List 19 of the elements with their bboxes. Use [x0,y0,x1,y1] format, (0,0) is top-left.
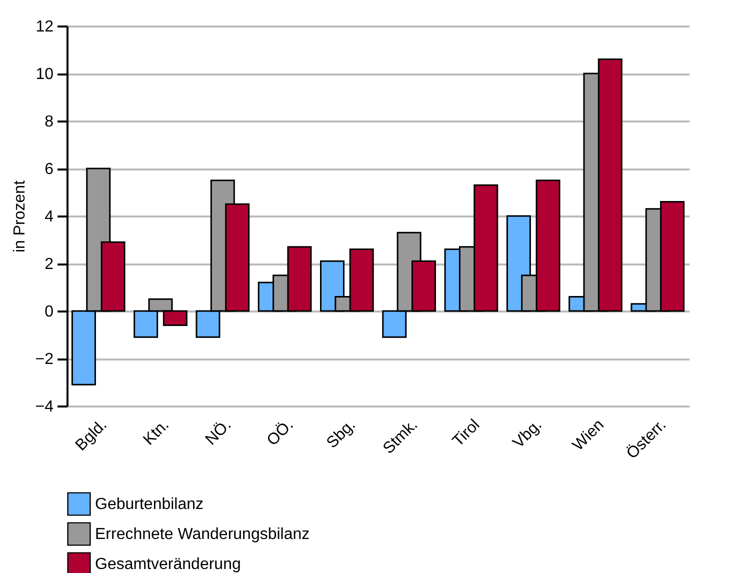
y-tick-label: 12 [36,18,54,36]
legend-label: Geburtenbilanz [95,496,204,513]
legend-label: Gesamtveränderung [95,556,241,573]
legend-label: Errechnete Wanderungsbilanz [95,526,310,543]
x-tick-label: NÖ. [202,416,235,449]
y-tick-label: 6 [44,161,54,178]
y-tick-label: 4 [44,208,54,226]
x-tick-label: Ktn. [140,416,173,449]
x-tick-label: Vbg. [510,416,546,452]
y-tick-label: 8 [44,114,54,130]
x-tick-label: Sbg. [324,416,359,452]
y-tick-label: −2 [35,351,54,368]
x-tick-label: OÖ. [263,416,297,450]
y-tick-label: −4 [35,398,54,416]
y-tick-label: 2 [44,256,54,273]
x-tick-label: Tirol [450,416,484,450]
y-tick-label: 0 [44,304,54,320]
y-axis-title: in Prozent [11,180,28,253]
y-tick-label: 10 [36,66,54,83]
